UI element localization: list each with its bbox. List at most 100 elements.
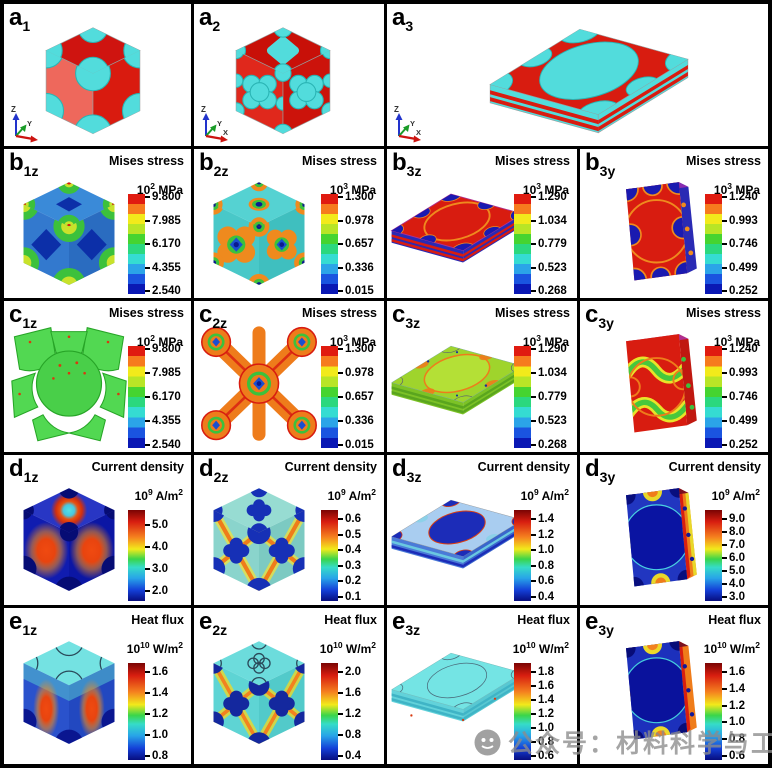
- unit-suffix-exponent: 2: [564, 640, 569, 650]
- colorbar-unit: 103 MPa: [330, 181, 376, 197]
- panel-title: Mises stress: [494, 154, 570, 168]
- panel-label: c1z: [9, 301, 37, 331]
- tick-mark: [531, 348, 536, 350]
- tick-value: 0.5: [345, 528, 361, 541]
- colorbar-strip: [705, 346, 722, 448]
- tick-value: 0.8: [152, 750, 168, 762]
- tick-mark: [531, 196, 536, 198]
- panel-label-sub: 1z: [23, 162, 39, 179]
- unit-base: 10: [512, 642, 527, 656]
- colorbar-ticks: 2.0 1.6 1.2 0.8 0.4: [338, 663, 381, 762]
- tick-value: 2.0: [345, 666, 361, 678]
- colorbar-strip: [514, 346, 531, 448]
- tick-value: 4.0: [729, 578, 745, 590]
- tick-value: 4.0: [152, 541, 168, 553]
- tick-mark: [338, 518, 343, 520]
- render-d1z-current-density-cube: [23, 488, 115, 591]
- panel-title: Mises stress: [108, 154, 184, 168]
- tick-mark: [722, 557, 727, 559]
- tick-value: 0.523: [538, 261, 567, 274]
- tick-mark: [722, 219, 727, 222]
- unit-exponent: 9: [340, 487, 346, 497]
- tick-value: 0.746: [729, 391, 758, 403]
- tick-value: 0.779: [538, 238, 567, 250]
- tick-value: 2.540: [152, 285, 181, 297]
- panel-title: Mises stress: [685, 306, 761, 320]
- unit-base: 10: [520, 489, 534, 503]
- panel-c3z: c3z Mises stress 103 MPa 1.290 1.034 0.779…: [387, 301, 577, 452]
- render-c1z-stress-sphere-particles: [11, 327, 127, 442]
- panel-c3y: c3y Mises stress 103 MPa 1.240 0.993 0.746…: [580, 301, 768, 452]
- tick-mark: [531, 727, 536, 729]
- tick-value: 0.015: [345, 285, 374, 297]
- tick-mark: [531, 219, 536, 222]
- panel-label-letter: d: [9, 455, 24, 482]
- unit-exponent: 9: [533, 487, 539, 497]
- unit-text: MPa: [540, 183, 569, 197]
- tick-value: 6.170: [152, 238, 181, 250]
- tick-value: 6.170: [152, 391, 181, 403]
- tick-value: 0.268: [538, 439, 567, 451]
- panel-label-sub: 2: [212, 17, 221, 34]
- panel-label-letter: c: [392, 301, 406, 328]
- tick-mark: [338, 420, 343, 422]
- colorbar: 1.8 1.6 1.4 1.2 1.0 0.8 0.6: [514, 663, 574, 762]
- tick-mark: [722, 518, 727, 520]
- tick-mark: [338, 734, 343, 736]
- tick-mark: [338, 671, 343, 673]
- tick-mark: [531, 243, 536, 245]
- colorbar-ticks: 1.240 0.993 0.746 0.499 0.252: [722, 343, 765, 451]
- axis-y-label: Y: [27, 119, 32, 128]
- tick-mark: [531, 290, 536, 292]
- tick-value: 7.0: [729, 539, 745, 551]
- colorbar-strip: [321, 510, 338, 601]
- panel-title: Heat flux: [517, 613, 570, 627]
- panel-label-sub: 3z: [406, 468, 422, 485]
- tick-value: 1.4: [729, 682, 745, 695]
- unit-base: 10: [713, 183, 728, 197]
- tick-value: 0.993: [729, 367, 758, 379]
- panel-d3y: d3y Current density 109 A/m2 9.0 8.0 7.0 6.…: [580, 455, 768, 605]
- tick-value: 1.8: [538, 666, 554, 678]
- panel-label: e3z: [392, 608, 420, 638]
- colorbar: 1.240 0.993 0.746 0.499 0.252: [705, 191, 765, 297]
- tick-mark: [531, 685, 536, 687]
- tick-mark: [145, 420, 150, 422]
- render-c2z-stress-lattice: [201, 326, 317, 441]
- panel-a2: a2 Z Y X: [194, 4, 384, 146]
- unit-exponent: 10: [140, 640, 150, 650]
- tick-mark: [145, 196, 150, 198]
- unit-exponent: 3: [727, 181, 732, 191]
- watermark: 公众号：材料科学与工程: [474, 724, 772, 760]
- tick-mark: [145, 372, 150, 374]
- tick-value: 0.268: [538, 285, 567, 297]
- panel-label: e1z: [9, 608, 37, 638]
- panel-label-sub: 2z: [213, 162, 229, 179]
- panel-label-sub: 3y: [599, 162, 616, 179]
- tick-value: 1.6: [729, 666, 745, 678]
- panel-label: d3z: [392, 455, 421, 485]
- panel-label-sub: 2z: [212, 621, 228, 638]
- panel-title: Mises stress: [685, 154, 761, 168]
- unit-text: MPa: [154, 183, 183, 197]
- colorbar-strip: [321, 663, 338, 760]
- tick-value: 2.0: [152, 585, 168, 597]
- tick-mark: [531, 396, 536, 398]
- tick-value: 6.0: [729, 552, 745, 564]
- colorbar-strip: [128, 346, 145, 448]
- unit-base: 10: [522, 335, 537, 349]
- tick-value: 0.8: [538, 559, 554, 572]
- tick-mark: [145, 546, 150, 548]
- panel-label-sub: 3z: [405, 314, 421, 331]
- tick-mark: [338, 713, 343, 715]
- unit-text: A/m: [729, 489, 756, 503]
- colorbar-ticks: 9.0 8.0 7.0 6.0 5.0 4.0 3.0: [722, 510, 765, 603]
- colorbar-strip: [705, 663, 722, 760]
- panel-label-letter: d: [585, 455, 600, 482]
- panel-label-letter: d: [392, 455, 407, 482]
- colorbar-ticks: 1.290 1.034 0.779 0.523 0.268: [531, 343, 574, 451]
- tick-mark: [145, 692, 150, 694]
- panel-label: d1z: [9, 455, 38, 485]
- tick-value: 0.4: [345, 750, 361, 762]
- colorbar-strip: [321, 194, 338, 294]
